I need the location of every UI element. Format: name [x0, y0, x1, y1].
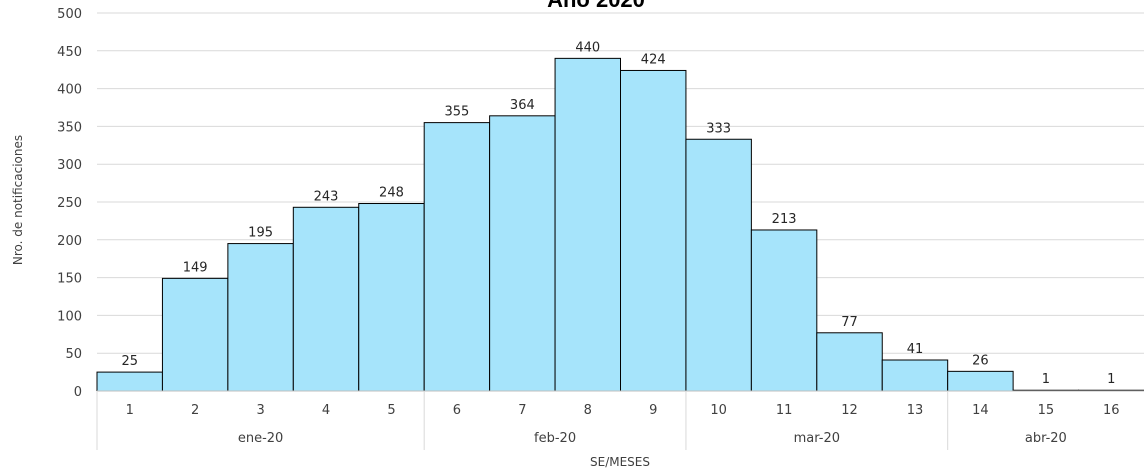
data-label: 1 — [1107, 372, 1115, 387]
x-tick-label: 8 — [584, 403, 592, 418]
bar — [96, 371, 163, 392]
data-label: 25 — [121, 354, 138, 369]
y-tick-label: 250 — [57, 196, 82, 211]
x-tick-label: 9 — [649, 403, 657, 418]
chart-title: Año 2020 — [547, 0, 645, 12]
x-tick-label: 14 — [972, 403, 989, 418]
bar — [358, 203, 425, 392]
data-label: 440 — [575, 40, 600, 55]
bar — [881, 359, 949, 392]
month-group-label: mar-20 — [794, 431, 840, 446]
y-tick-label: 400 — [57, 83, 82, 98]
month-group-label: ene-20 — [238, 431, 283, 446]
x-tick-label: 5 — [387, 403, 395, 418]
bar — [554, 57, 621, 392]
y-tick-label: 150 — [57, 272, 82, 287]
x-tick-label: 3 — [256, 403, 264, 418]
data-label: 1 — [1042, 372, 1050, 387]
data-label: 195 — [248, 226, 273, 241]
y-tick-label: 450 — [57, 45, 82, 60]
data-label: 77 — [841, 315, 858, 330]
bar — [620, 69, 687, 392]
x-axis-title: SE/MESES — [590, 455, 650, 469]
x-tick-label: 15 — [1038, 403, 1055, 418]
bar — [292, 206, 360, 392]
month-group-label: feb-20 — [534, 431, 576, 446]
data-label: 243 — [314, 189, 339, 204]
month-group-label: abr-20 — [1025, 431, 1067, 446]
data-label: 26 — [972, 353, 989, 368]
bar — [816, 332, 883, 392]
x-tick-label: 2 — [191, 403, 199, 418]
data-label: 213 — [772, 212, 797, 227]
bar — [685, 138, 752, 392]
y-axis-title: Nro. de notificaciones — [11, 135, 25, 265]
bar — [947, 370, 1014, 392]
x-tick-label: 4 — [322, 403, 330, 418]
bar — [489, 115, 556, 392]
bars — [96, 57, 1144, 392]
y-tick-label: 100 — [57, 309, 82, 324]
x-tick-label: 11 — [776, 403, 793, 418]
x-tick-label: 13 — [907, 403, 924, 418]
data-label: 424 — [641, 52, 666, 67]
data-label: 333 — [706, 121, 731, 136]
data-label: 364 — [510, 98, 535, 113]
x-tick-label: 6 — [453, 403, 461, 418]
bar — [227, 243, 294, 392]
bar — [750, 229, 818, 392]
y-tick-label: 500 — [57, 7, 82, 22]
x-tick-label: 1 — [126, 403, 134, 418]
data-label: 248 — [379, 186, 404, 201]
bar — [423, 122, 491, 392]
y-axis-ticks: 0 50 100 150 200 250 300 350 400 450 500 — [57, 7, 82, 400]
y-tick-label: 300 — [57, 158, 82, 173]
x-tick-label: 7 — [518, 403, 526, 418]
data-label: 41 — [907, 342, 924, 357]
y-tick-label: 350 — [57, 120, 82, 135]
x-tick-label: 16 — [1103, 403, 1120, 418]
x-tick-label: 10 — [710, 403, 727, 418]
bar — [161, 277, 229, 392]
data-label: 355 — [444, 105, 469, 120]
y-tick-label: 50 — [65, 347, 82, 362]
y-tick-label: 0 — [74, 385, 82, 400]
x-tick-label: 12 — [841, 403, 858, 418]
data-label: 149 — [183, 260, 208, 275]
y-tick-label: 200 — [57, 234, 82, 249]
